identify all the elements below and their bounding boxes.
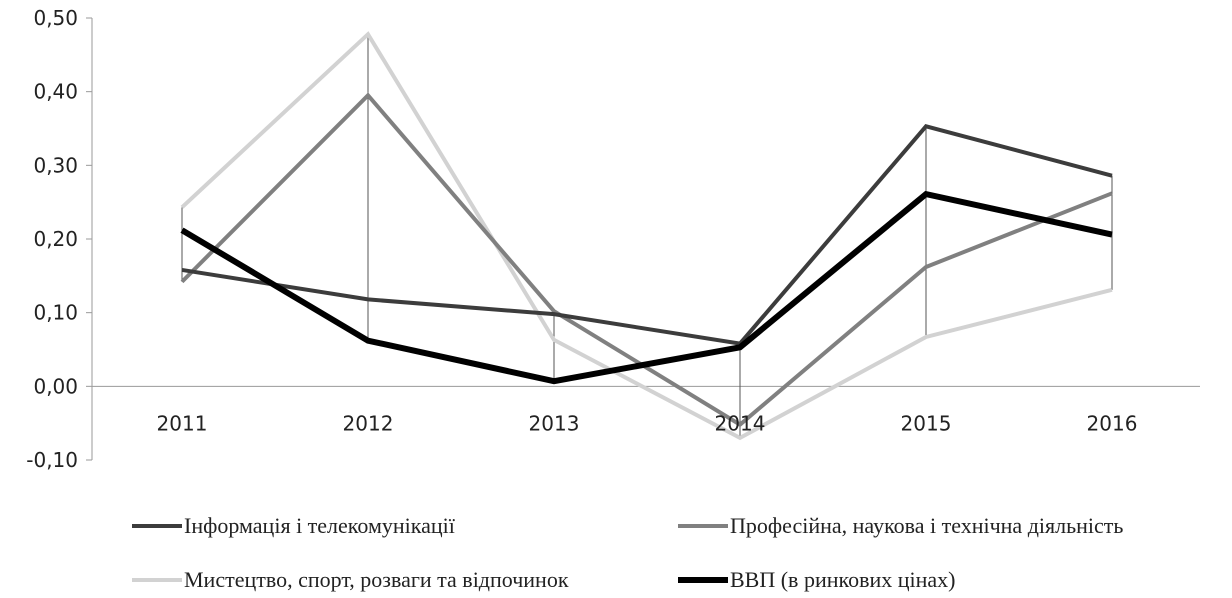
series-line-3 [180, 31, 1113, 441]
x-tick-label: 2016 [1087, 411, 1138, 435]
y-tick-label: 0,50 [33, 6, 78, 30]
legend-item: Мистецтво, спорт, розваги та відпочинок [132, 567, 569, 592]
y-tick-label: -0,10 [26, 448, 78, 472]
y-tick-labels: -0,10 0,00 0,10 0,20 0,30 0,40 0,50 [26, 6, 78, 472]
series-lines [180, 31, 1113, 441]
y-tick-label: 0,40 [33, 80, 78, 104]
legend-label: Професійна, наукова і технічна діяльніст… [730, 513, 1123, 538]
legend-label: Мистецтво, спорт, розваги та відпочинок [184, 567, 569, 592]
legend-item: ВВП (в ринкових цінах) [678, 567, 955, 592]
high-low-lines [181, 34, 1113, 438]
x-tick-label: 2015 [901, 411, 952, 435]
y-tick-label: 0,30 [33, 153, 78, 177]
legend-item: Інформація і телекомунікації [132, 513, 456, 538]
x-tick-label: 2013 [529, 411, 580, 435]
legend-label: Інформація і телекомунікації [184, 513, 456, 538]
y-tick-label: 0,00 [33, 374, 78, 398]
series-line-4 [180, 190, 1113, 385]
legend: Інформація і телекомунікації Професійна, … [132, 513, 1123, 592]
x-tick-labels: 2011 2012 2013 2014 2015 2016 [157, 411, 1138, 435]
y-tick-label: 0,20 [33, 227, 78, 251]
legend-label: ВВП (в ринкових цінах) [730, 567, 955, 592]
series-line-2 [180, 92, 1113, 428]
x-tick-label: 2011 [157, 411, 208, 435]
series-line-1 [181, 124, 1113, 346]
x-tick-label: 2012 [343, 411, 394, 435]
y-tick-label: 0,10 [33, 301, 78, 325]
y-axis [86, 17, 93, 461]
legend-item: Професійна, наукова і технічна діяльніст… [678, 513, 1123, 538]
x-tick-label: 2014 [715, 411, 766, 435]
